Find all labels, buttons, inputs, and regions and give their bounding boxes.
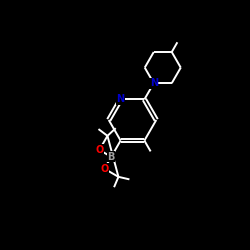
Text: O: O [95,145,104,155]
Text: O: O [100,164,108,174]
Text: B: B [108,152,115,162]
Text: N: N [116,94,125,104]
Text: N: N [150,78,158,88]
